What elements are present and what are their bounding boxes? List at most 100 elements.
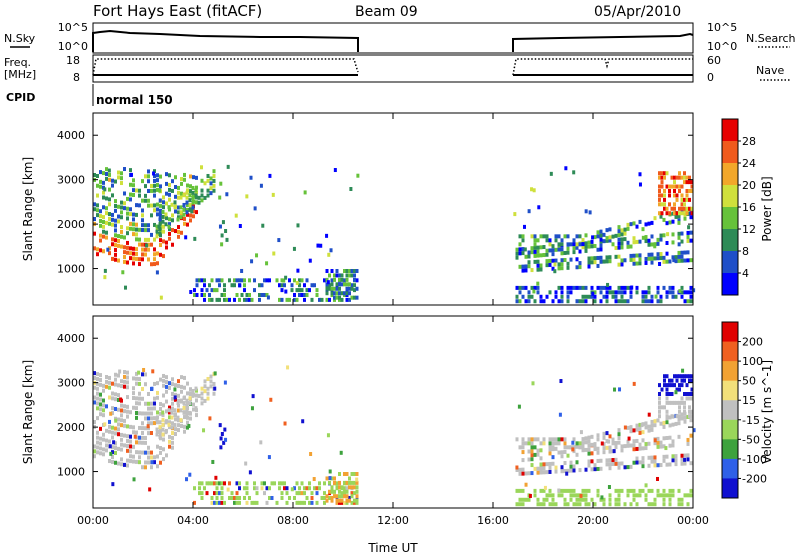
- velocity-cell: [120, 423, 123, 428]
- velocity-cell: [670, 392, 674, 396]
- power-cell: [315, 288, 319, 293]
- power-cell: [176, 217, 180, 222]
- velocity-cell: [300, 481, 304, 486]
- power-cell: [686, 290, 690, 295]
- power-cell: [626, 285, 630, 290]
- power-cell: [524, 285, 528, 290]
- power-cell: [280, 288, 284, 293]
- velocity-cell: [111, 459, 114, 464]
- velocity-cell: [613, 387, 617, 392]
- velocity-cell: [310, 496, 314, 500]
- power-cell: [96, 183, 99, 188]
- velocity-cell: [659, 463, 663, 468]
- velocity-cell: [338, 489, 341, 494]
- power-cell: [141, 242, 144, 247]
- power-cell: [248, 293, 251, 297]
- power-cell: [153, 174, 156, 179]
- power-cell: [96, 203, 99, 208]
- power-cell: [183, 177, 186, 182]
- power-cell: [545, 259, 549, 264]
- power-cell: [161, 209, 165, 214]
- power-cell: [200, 288, 204, 293]
- velocity-cell: [350, 500, 354, 505]
- power-cell: [605, 285, 609, 290]
- power-cell: [605, 255, 609, 260]
- power-cell: [677, 258, 681, 263]
- velocity-cell: [650, 419, 654, 424]
- velocity-cell: [174, 427, 177, 432]
- velocity-cell: [629, 425, 633, 430]
- velocity-cell: [117, 446, 120, 451]
- power-cell: [326, 280, 330, 285]
- velocity-cell: [248, 470, 252, 475]
- power-cell: [220, 242, 224, 247]
- colorbar-tick-label-power-5: 24: [742, 157, 756, 170]
- power-cell: [310, 283, 314, 288]
- power-cell: [641, 294, 645, 299]
- velocity-cell: [165, 399, 168, 404]
- power-cell: [581, 242, 585, 247]
- velocity-cell: [343, 500, 346, 505]
- velocity-cell: [283, 481, 286, 486]
- power-cell: [566, 261, 570, 266]
- power-cell: [99, 170, 102, 175]
- velocity-cell: [617, 488, 621, 493]
- power-cell: [195, 190, 198, 195]
- velocity-cell: [551, 502, 555, 507]
- velocity-cell: [557, 441, 561, 446]
- velocity-cell: [159, 460, 162, 465]
- velocity-cell: [641, 456, 645, 461]
- power-cell: [117, 214, 120, 219]
- power-cell: [114, 252, 117, 257]
- power-cell: [671, 294, 675, 299]
- velocity-cell: [155, 417, 159, 422]
- power-cell: [617, 229, 621, 234]
- velocity-cell: [355, 480, 359, 485]
- power-cell: [171, 242, 174, 247]
- velocity-cell: [560, 465, 564, 470]
- velocity-cell: [635, 423, 639, 428]
- velocity-cell: [99, 373, 102, 378]
- power-cell: [147, 242, 150, 247]
- power-cell: [205, 288, 209, 293]
- velocity-cell: [220, 486, 224, 491]
- colorbar-tick-label-velocity-7: -200: [742, 472, 767, 485]
- velocity-cell: [220, 496, 224, 500]
- power-cell: [215, 297, 219, 302]
- velocity-cell: [313, 486, 316, 491]
- velocity-cell: [581, 448, 585, 453]
- power-cell: [141, 257, 144, 262]
- velocity-cell: [265, 486, 269, 491]
- power-cell: [617, 254, 621, 259]
- power-cell: [588, 210, 592, 215]
- velocity-cell: [208, 481, 211, 486]
- power-cell: [272, 251, 276, 256]
- velocity-cell: [310, 491, 314, 496]
- velocity-cell: [161, 432, 165, 437]
- power-cell: [200, 198, 204, 203]
- power-cell: [218, 283, 221, 288]
- power-cell: [575, 285, 579, 290]
- velocity-cell: [690, 409, 694, 414]
- velocity-cell: [542, 497, 546, 502]
- velocity-cell: [129, 434, 132, 439]
- velocity-cell: [220, 500, 224, 505]
- velocity-cell: [171, 435, 174, 440]
- velocity-cell: [662, 502, 666, 507]
- power-cell: [545, 294, 549, 299]
- velocity-cell: [150, 465, 153, 470]
- power-cell: [677, 242, 681, 247]
- velocity-cell: [105, 438, 108, 443]
- power-cell: [243, 283, 246, 288]
- velocity-cell: [156, 381, 159, 386]
- velocity-cell: [102, 413, 105, 418]
- velocity-cell: [141, 421, 144, 426]
- power-cell: [195, 293, 199, 297]
- power-cell: [673, 180, 676, 185]
- power-cell: [129, 212, 132, 217]
- power-cell: [659, 299, 663, 304]
- velocity-cell: [653, 497, 657, 502]
- power-cell: [208, 283, 211, 288]
- velocity-cell: [120, 432, 123, 437]
- power-cell: [111, 178, 114, 183]
